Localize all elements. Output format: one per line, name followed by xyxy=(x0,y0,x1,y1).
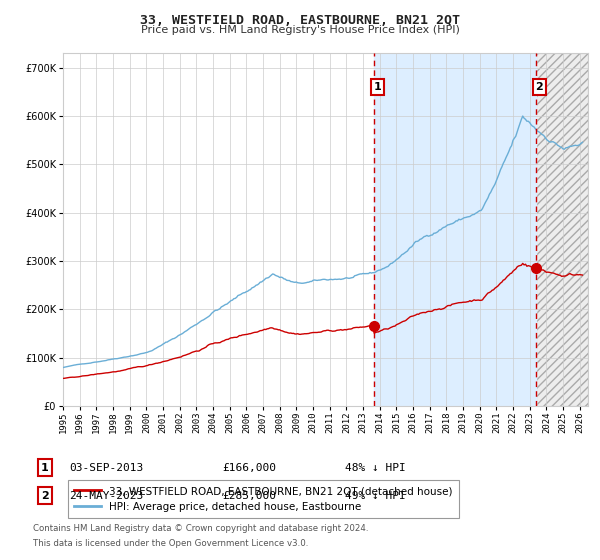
Text: 48% ↓ HPI: 48% ↓ HPI xyxy=(345,463,406,473)
Bar xyxy=(536,53,588,406)
Text: 49% ↓ HPI: 49% ↓ HPI xyxy=(345,491,406,501)
Text: £166,000: £166,000 xyxy=(222,463,276,473)
Text: £285,000: £285,000 xyxy=(222,491,276,501)
Text: 33, WESTFIELD ROAD, EASTBOURNE, BN21 2QT: 33, WESTFIELD ROAD, EASTBOURNE, BN21 2QT xyxy=(140,14,460,27)
Text: Contains HM Land Registry data © Crown copyright and database right 2024.: Contains HM Land Registry data © Crown c… xyxy=(33,524,368,533)
Text: Price paid vs. HM Land Registry's House Price Index (HPI): Price paid vs. HM Land Registry's House … xyxy=(140,25,460,35)
Text: 1: 1 xyxy=(374,82,382,92)
Text: 03-SEP-2013: 03-SEP-2013 xyxy=(69,463,143,473)
Text: 2: 2 xyxy=(536,82,544,92)
Bar xyxy=(374,53,536,406)
Text: 1: 1 xyxy=(41,463,49,473)
Bar xyxy=(536,53,588,406)
Text: This data is licensed under the Open Government Licence v3.0.: This data is licensed under the Open Gov… xyxy=(33,539,308,548)
Text: 24-MAY-2023: 24-MAY-2023 xyxy=(69,491,143,501)
Text: 2: 2 xyxy=(41,491,49,501)
Legend: 33, WESTFIELD ROAD, EASTBOURNE, BN21 2QT (detached house), HPI: Average price, d: 33, WESTFIELD ROAD, EASTBOURNE, BN21 2QT… xyxy=(68,480,458,518)
